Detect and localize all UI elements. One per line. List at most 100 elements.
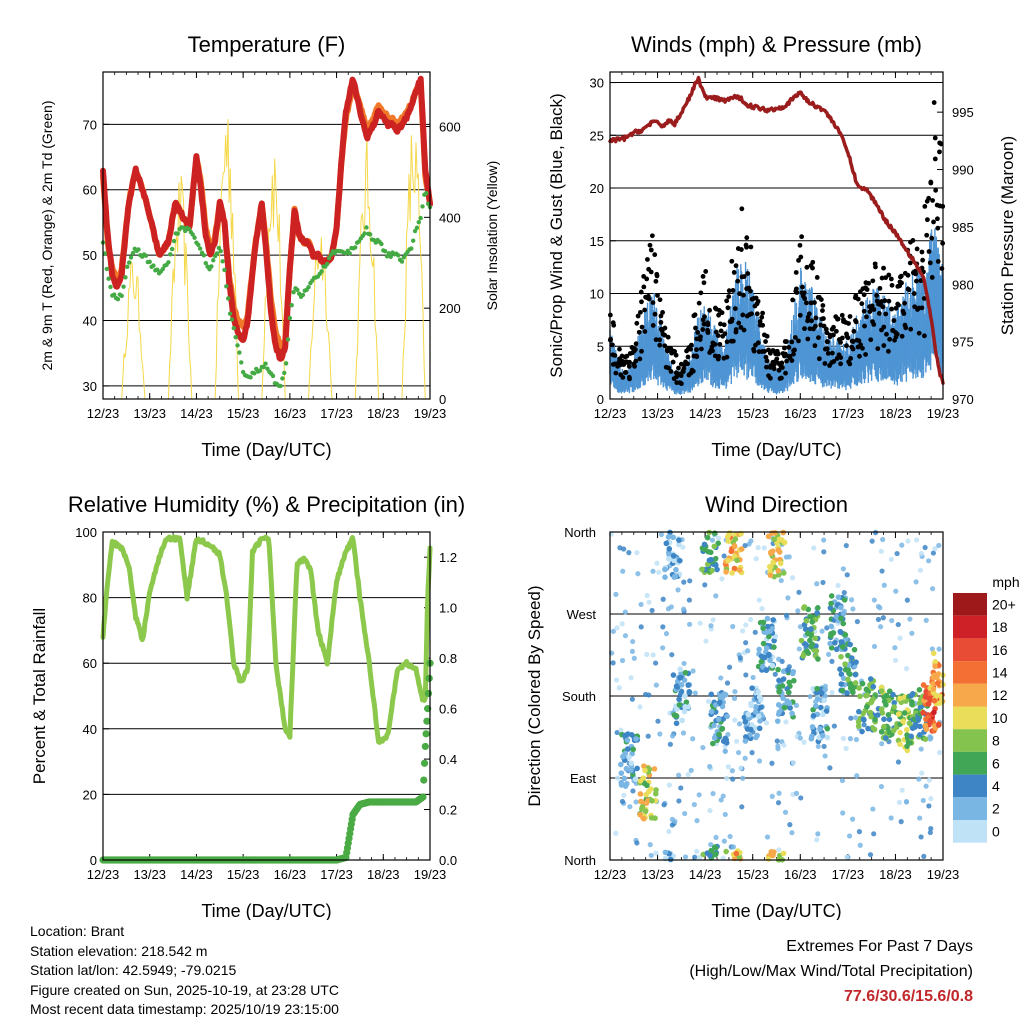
gust-mark: [672, 349, 678, 354]
direction-mark: [626, 550, 632, 556]
dewpoint-mark: [325, 261, 330, 267]
gust-mark: [654, 271, 660, 277]
direction-mark: [931, 709, 937, 716]
dewpoint-mark: [280, 376, 285, 381]
gust-mark: [883, 275, 889, 281]
direction-mark: [696, 792, 702, 798]
direction-mark: [878, 624, 884, 630]
colorbar-swatch: [953, 615, 987, 639]
direction-mark: [824, 625, 830, 631]
gust-mark: [617, 346, 622, 352]
gust-mark: [642, 307, 648, 313]
dewpoint-mark: [257, 368, 263, 373]
direction-mark: [628, 732, 635, 738]
gust-mark: [879, 275, 885, 281]
dewpoint-mark: [278, 383, 283, 389]
gust-mark: [820, 308, 825, 313]
direction-mark: [718, 675, 724, 681]
direction-mark: [835, 582, 841, 589]
direction-mark: [667, 741, 673, 747]
direction-mark: [624, 737, 631, 743]
dewpoint-mark: [126, 260, 132, 265]
gust-mark: [744, 235, 750, 241]
direction-mark: [796, 589, 802, 595]
direction-mark: [840, 735, 846, 742]
direction-mark: [823, 708, 830, 714]
y-tick-label: 25: [590, 128, 604, 143]
direction-mark: [757, 718, 763, 724]
direction-mark: [922, 544, 928, 551]
colorbar-level-label: 6: [992, 755, 1000, 771]
gust-mark: [779, 375, 784, 381]
gust-mark: [802, 296, 808, 301]
direction-mark: [676, 537, 682, 543]
gust-mark: [839, 335, 845, 341]
direction-mark: [868, 713, 874, 720]
gust-mark: [716, 354, 722, 359]
y-axis-label: Sonic/Prop Wind & Gust (Blue, Black): [547, 93, 566, 377]
direction-mark: [708, 847, 715, 854]
gust-mark: [839, 312, 845, 318]
gust-mark: [896, 302, 901, 308]
location-text: Location: Brant: [30, 923, 125, 939]
direction-mark: [780, 570, 787, 576]
gust-mark: [782, 345, 787, 351]
direction-mark: [627, 804, 633, 810]
gust-mark: [935, 216, 940, 222]
direction-mark: [748, 722, 755, 728]
direction-mark: [755, 713, 762, 720]
dewpoint-mark: [214, 251, 220, 256]
gust-mark: [724, 339, 730, 345]
x-tick-label: 17/23: [320, 867, 353, 882]
gust-mark: [931, 219, 936, 225]
direction-mark: [623, 780, 630, 787]
y-tick-label: North: [564, 525, 596, 540]
gust-mark: [666, 365, 672, 371]
direction-mark: [932, 545, 938, 552]
gust-mark: [814, 275, 820, 280]
gust-mark: [783, 370, 788, 376]
direction-mark: [754, 732, 761, 739]
direction-mark: [614, 729, 620, 736]
direction-mark: [742, 738, 749, 744]
direction-mark: [662, 574, 668, 580]
direction-mark: [818, 690, 825, 696]
direction-mark: [857, 842, 863, 848]
direction-mark: [925, 701, 932, 707]
direction-mark: [837, 666, 843, 672]
direction-mark: [878, 688, 885, 694]
dewpoint-mark: [353, 245, 358, 250]
direction-mark: [778, 577, 784, 584]
gust-mark: [846, 321, 851, 326]
direction-mark: [895, 711, 902, 717]
gust-mark: [757, 319, 763, 324]
direction-mark: [637, 811, 643, 818]
gust-mark: [877, 285, 883, 291]
x-tick-label: 14/23: [180, 867, 213, 882]
direction-mark: [891, 700, 898, 706]
y-tick-label: 50: [83, 248, 97, 263]
direction-mark: [765, 533, 772, 540]
direction-mark: [745, 648, 751, 654]
direction-mark: [715, 540, 721, 547]
y-tick-label: 15: [590, 234, 604, 249]
gust-mark: [831, 332, 836, 338]
direction-mark: [723, 740, 730, 746]
gust-mark: [833, 328, 839, 334]
gust-mark: [856, 338, 862, 344]
gust-mark: [844, 343, 849, 349]
gust-mark: [887, 336, 893, 342]
direction-mark: [716, 699, 723, 706]
direction-mark: [916, 776, 922, 782]
gust-mark: [623, 369, 629, 375]
pressure-line: [608, 75, 945, 385]
dewpoint-mark: [414, 225, 420, 230]
direction-mark: [917, 815, 923, 821]
direction-mark: [673, 720, 680, 727]
direction-mark: [703, 638, 709, 644]
direction-mark: [776, 684, 783, 690]
direction-mark: [708, 842, 714, 848]
gust-mark: [805, 336, 811, 342]
direction-mark: [764, 623, 771, 630]
direction-mark: [824, 734, 831, 741]
